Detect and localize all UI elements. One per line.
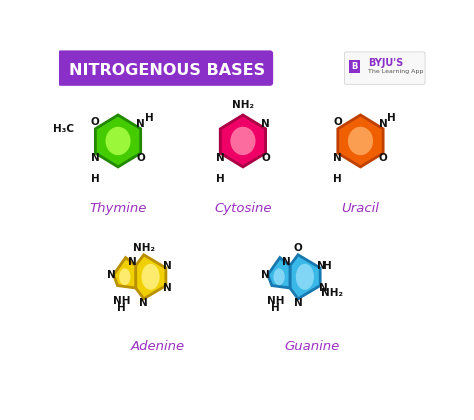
Text: H: H <box>145 113 154 123</box>
Polygon shape <box>113 257 136 288</box>
Text: N: N <box>262 270 270 280</box>
Text: Guanine: Guanine <box>284 340 339 352</box>
Text: H: H <box>117 303 126 313</box>
Polygon shape <box>220 115 265 167</box>
Text: O: O <box>91 117 100 127</box>
Text: NITROGENOUS BASES: NITROGENOUS BASES <box>69 63 264 78</box>
Text: O: O <box>137 153 145 163</box>
Text: NH₂: NH₂ <box>321 288 343 298</box>
Text: N: N <box>137 118 145 129</box>
Ellipse shape <box>296 264 314 290</box>
Text: BYJU'S: BYJU'S <box>368 58 403 68</box>
Text: The Learning App: The Learning App <box>368 69 423 74</box>
FancyBboxPatch shape <box>349 60 360 74</box>
Text: N: N <box>317 260 326 270</box>
FancyBboxPatch shape <box>58 50 273 86</box>
Text: O: O <box>294 243 302 253</box>
Polygon shape <box>338 115 383 167</box>
FancyBboxPatch shape <box>345 52 425 84</box>
Text: H: H <box>91 174 100 184</box>
Text: O: O <box>379 153 388 163</box>
Ellipse shape <box>106 127 130 155</box>
Ellipse shape <box>348 127 373 155</box>
Text: N: N <box>283 257 291 267</box>
Text: N: N <box>379 118 388 129</box>
Polygon shape <box>290 255 320 299</box>
Text: N: N <box>163 283 172 293</box>
Ellipse shape <box>119 268 130 285</box>
Ellipse shape <box>273 268 285 285</box>
Text: NH₂: NH₂ <box>232 100 254 110</box>
Text: O: O <box>333 117 342 127</box>
Ellipse shape <box>142 264 160 290</box>
Text: NH: NH <box>113 296 130 306</box>
Text: B: B <box>351 62 358 71</box>
Text: H: H <box>323 260 331 270</box>
Text: Uracil: Uracil <box>342 202 379 215</box>
Text: NH₂: NH₂ <box>133 243 155 253</box>
Polygon shape <box>95 115 141 167</box>
Text: Cytosine: Cytosine <box>214 202 272 215</box>
Text: O: O <box>261 153 270 163</box>
Text: N: N <box>294 298 302 308</box>
Text: H₃C: H₃C <box>54 124 74 134</box>
Text: N: N <box>107 270 116 280</box>
Text: H: H <box>333 174 342 184</box>
Text: N: N <box>139 298 148 308</box>
Text: Adenine: Adenine <box>131 340 185 352</box>
Text: N: N <box>261 118 270 129</box>
Text: H: H <box>216 174 225 184</box>
Text: N: N <box>319 283 328 293</box>
Text: H: H <box>272 303 280 313</box>
Text: H: H <box>387 113 396 123</box>
Text: N: N <box>91 153 100 163</box>
Polygon shape <box>136 255 166 299</box>
Ellipse shape <box>230 127 255 155</box>
Text: Thymine: Thymine <box>89 202 147 215</box>
Polygon shape <box>268 257 290 288</box>
Text: N: N <box>216 153 225 163</box>
Text: NH: NH <box>267 296 284 306</box>
Text: N: N <box>163 260 172 270</box>
Text: N: N <box>333 153 342 163</box>
Text: N: N <box>128 257 137 267</box>
